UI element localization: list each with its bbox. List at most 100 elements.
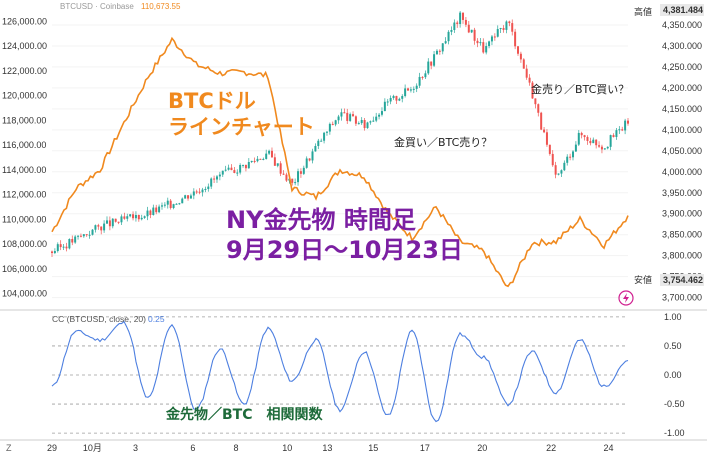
candle-body	[360, 120, 363, 124]
candle-body	[467, 24, 470, 33]
candle-body	[572, 151, 575, 158]
candle-body	[412, 88, 415, 90]
left-tick-label: 118,000.00	[2, 115, 46, 125]
candle-body	[256, 158, 259, 162]
time-tick-label: 13	[322, 443, 332, 453]
candle-body	[108, 220, 111, 227]
candle-body	[244, 164, 247, 169]
candle-body	[566, 156, 569, 163]
candle-body	[184, 195, 187, 199]
candle-body	[346, 112, 349, 121]
candle-body	[175, 203, 178, 205]
candle-body	[215, 176, 218, 180]
candle-body	[600, 146, 603, 150]
candle-body	[380, 111, 383, 115]
candle-body	[563, 162, 566, 171]
candle-body	[583, 135, 586, 138]
candle-body	[100, 226, 103, 231]
candle-body	[485, 46, 488, 53]
candle-body	[441, 43, 444, 52]
candle-body	[389, 98, 392, 102]
candle-body	[580, 132, 583, 136]
right-tick-label: 3,700.000	[662, 293, 702, 303]
main-grid	[52, 24, 628, 299]
candle-body	[447, 31, 450, 42]
candle-body	[525, 68, 528, 78]
candle-body	[195, 191, 198, 193]
candle-body	[137, 214, 140, 220]
time-tick-label: 10	[282, 443, 292, 453]
candle-body	[105, 220, 108, 224]
candle-body	[181, 198, 184, 204]
cc-tick-label: 0.50	[664, 341, 682, 351]
left-tick-label: 124,000.00	[2, 41, 47, 51]
candle-body	[129, 214, 132, 217]
candle-body	[198, 191, 201, 193]
candle-body	[270, 150, 273, 158]
candle-body	[569, 156, 572, 158]
candle-body	[482, 42, 485, 53]
time-tick-label: 24	[603, 443, 613, 453]
candle-body	[618, 129, 621, 131]
candle-body	[53, 251, 56, 254]
candle-body	[126, 216, 129, 219]
cc-tick-label: 1.00	[664, 312, 682, 322]
candle-body	[227, 167, 230, 170]
candle-body	[265, 153, 268, 159]
candle-body	[132, 214, 135, 219]
time-tick-label: 15	[368, 443, 378, 453]
candle-body	[534, 98, 537, 105]
candle-body	[421, 76, 424, 78]
candle-body	[94, 225, 97, 230]
candle-body	[473, 29, 476, 41]
cc-line	[51, 320, 629, 423]
candle-body	[103, 223, 106, 231]
candle-body	[409, 89, 412, 91]
candle-body	[71, 239, 74, 243]
candle-body	[123, 216, 126, 219]
candle-body	[201, 189, 204, 193]
candle-body	[624, 120, 627, 131]
candle-body	[424, 73, 427, 78]
time-tick-label: 6	[190, 443, 195, 453]
right-tick-label: 4,350.000	[662, 20, 702, 30]
candle-body	[178, 203, 181, 205]
candle-body	[401, 96, 404, 99]
candle-body	[230, 167, 233, 171]
candle-body	[366, 122, 369, 129]
candle-body	[462, 12, 465, 20]
candle-body	[479, 42, 482, 44]
time-tick-label: 17	[420, 443, 430, 453]
candle-body	[395, 95, 398, 101]
candle-body	[363, 120, 366, 129]
left-tick-label: 122,000.00	[2, 66, 47, 76]
left-tick-label: 120,000.00	[2, 91, 47, 101]
candle-body	[404, 88, 407, 97]
low-flag-label: 安値	[634, 274, 652, 285]
candle-body	[435, 50, 438, 55]
candle-body	[62, 246, 65, 248]
candle-body	[433, 54, 436, 66]
right-tick-label: 4,050.000	[662, 146, 702, 156]
cc-tick-label: -1.00	[664, 428, 685, 438]
candle-body	[453, 22, 456, 31]
lightning-icon[interactable]	[618, 290, 634, 306]
candle-body	[511, 23, 514, 32]
candle-body	[299, 171, 302, 174]
candle-body	[464, 19, 467, 25]
candle-body	[51, 251, 53, 254]
left-tick-label: 106,000.00	[2, 264, 47, 274]
candle-body	[415, 85, 418, 89]
left-tick-label: 114,000.00	[2, 165, 46, 175]
candle-body	[253, 160, 256, 162]
candle-body	[140, 217, 143, 220]
candle-body	[294, 182, 297, 184]
candle-body	[187, 195, 190, 199]
low-flag-value: 3,754.462	[663, 275, 703, 285]
left-axis-ticks: 104,000.00 106,000.00 108,000.00 110,000.00…	[2, 16, 47, 298]
candle-body	[499, 28, 502, 30]
candle-body	[74, 236, 77, 243]
candle-body	[282, 173, 285, 175]
candle-body	[531, 82, 534, 99]
candle-body	[276, 163, 279, 166]
